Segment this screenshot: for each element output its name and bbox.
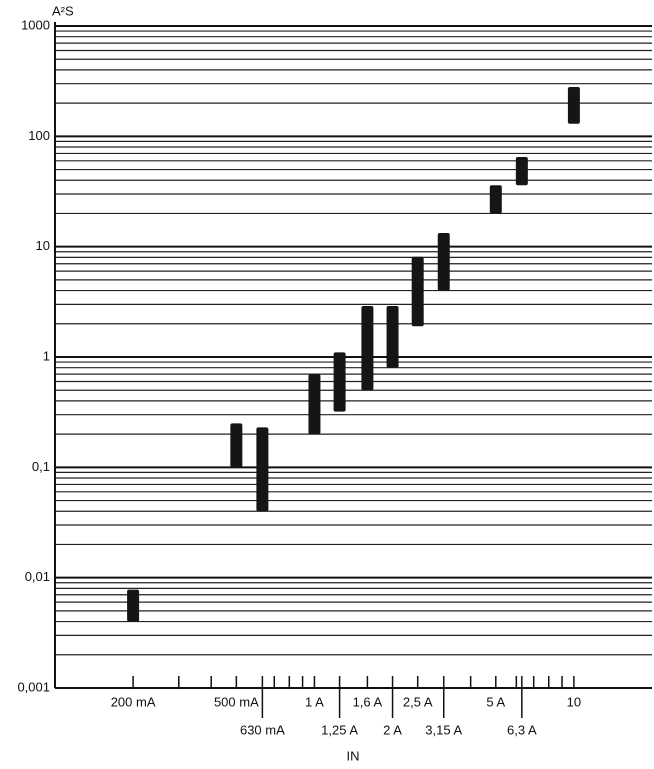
- range-bar: [437, 233, 450, 291]
- range-bar: [333, 352, 346, 412]
- y-axis-label: A²S: [52, 3, 74, 18]
- x-tick-label: 630 mA: [240, 722, 285, 737]
- y-tick-label: 1000: [21, 17, 50, 32]
- x-tick-label: 10: [567, 694, 581, 709]
- range-bar: [386, 305, 399, 368]
- y-tick-label: 0,01: [25, 569, 50, 584]
- range-bar: [230, 423, 243, 468]
- x-tick-label: 5 A: [486, 694, 505, 709]
- range-bar: [127, 589, 140, 622]
- range-bar: [361, 305, 374, 391]
- x-tick-label: 1,6 A: [353, 694, 383, 709]
- x-tick-label: 200 mA: [111, 694, 156, 709]
- y-tick-label: 0,001: [17, 679, 50, 694]
- range-bar: [308, 374, 321, 435]
- range-bar: [567, 86, 580, 124]
- x-tick-label: 500 mA: [214, 694, 259, 709]
- y-tick-label: 100: [28, 128, 50, 143]
- range-bar: [515, 156, 528, 186]
- x-tick-label: 6,3 A: [507, 722, 537, 737]
- y-tick-label: 1: [43, 348, 50, 363]
- x-axis-label: IN: [347, 748, 360, 763]
- range-bar: [256, 427, 269, 512]
- x-tick-label: 1,25 A: [321, 722, 358, 737]
- x-tick-label: 3,15 A: [425, 722, 462, 737]
- y-tick-label: 10: [36, 238, 50, 253]
- range-bar: [489, 185, 502, 214]
- x-tick-label: 2,5 A: [403, 694, 433, 709]
- x-tick-label: 1 A: [305, 694, 324, 709]
- x-tick-label: 2 A: [383, 722, 402, 737]
- y-tick-label: 0,1: [32, 459, 50, 474]
- range-bar: [411, 256, 424, 327]
